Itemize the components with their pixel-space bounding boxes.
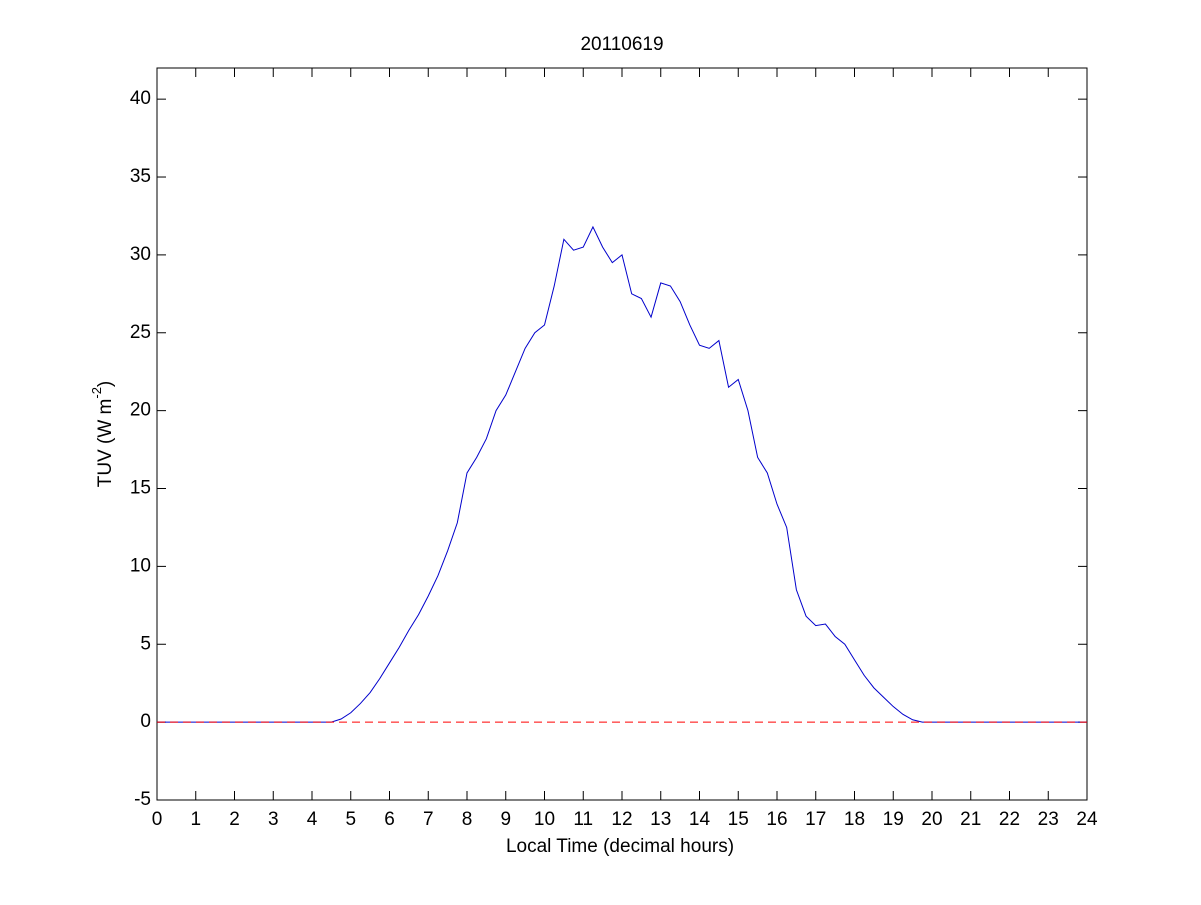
x-tick-label: 10 (534, 809, 555, 830)
y-tick-label: 25 (130, 322, 151, 343)
y-tick-label: 15 (130, 478, 151, 499)
data-line (157, 225, 1087, 723)
x-tick-label: 15 (728, 809, 749, 830)
x-tick-label: 1 (190, 809, 201, 830)
x-tick-label: 23 (1038, 809, 1059, 830)
y-tick-label: 10 (130, 555, 151, 576)
x-tick-label: 24 (1076, 809, 1098, 830)
plot-frame (156, 67, 1088, 801)
x-tick-label: 5 (345, 809, 356, 830)
x-tick-label: 16 (766, 809, 787, 830)
x-tick-label: 11 (573, 809, 593, 830)
y-tick-label: 40 (130, 88, 151, 109)
y-axis-label-sup: -2 (89, 387, 104, 399)
y-tick-label: 5 (140, 633, 151, 654)
x-tick-label: 2 (229, 809, 240, 830)
x-tick-label: 13 (650, 809, 671, 830)
x-tick-label: 0 (152, 809, 163, 830)
x-tick-label: 21 (960, 809, 981, 830)
x-tick-label: 17 (805, 809, 826, 830)
x-tick-label: 6 (384, 809, 395, 830)
y-tick-label: 0 (140, 711, 151, 732)
y-axis-label-part: ) (95, 381, 116, 387)
x-axis-label: Local Time (decimal hours) (506, 836, 734, 857)
x-tick-label: 7 (423, 809, 434, 830)
x-tick-label: 19 (883, 809, 904, 830)
y-tick-label: 20 (130, 400, 151, 421)
x-tick-label: 14 (689, 809, 711, 830)
x-tick-label: 3 (268, 809, 279, 830)
chart-title: 20110619 (580, 34, 663, 55)
y-tick-label: -5 (134, 789, 151, 810)
x-tick-label: 8 (462, 809, 473, 830)
y-axis-label-part: TUV (W m (95, 399, 116, 488)
y-tick-label: 30 (130, 244, 151, 265)
x-tick-label: 20 (921, 809, 942, 830)
y-tick-label: 35 (130, 166, 151, 187)
x-tick-label: 18 (844, 809, 865, 830)
x-tick-label: 12 (611, 809, 632, 830)
x-tick-label: 9 (500, 809, 511, 830)
y-axis-label: TUV (W m-2) (89, 381, 116, 488)
x-tick-label: 4 (307, 809, 318, 830)
x-tick-label: 22 (999, 809, 1020, 830)
